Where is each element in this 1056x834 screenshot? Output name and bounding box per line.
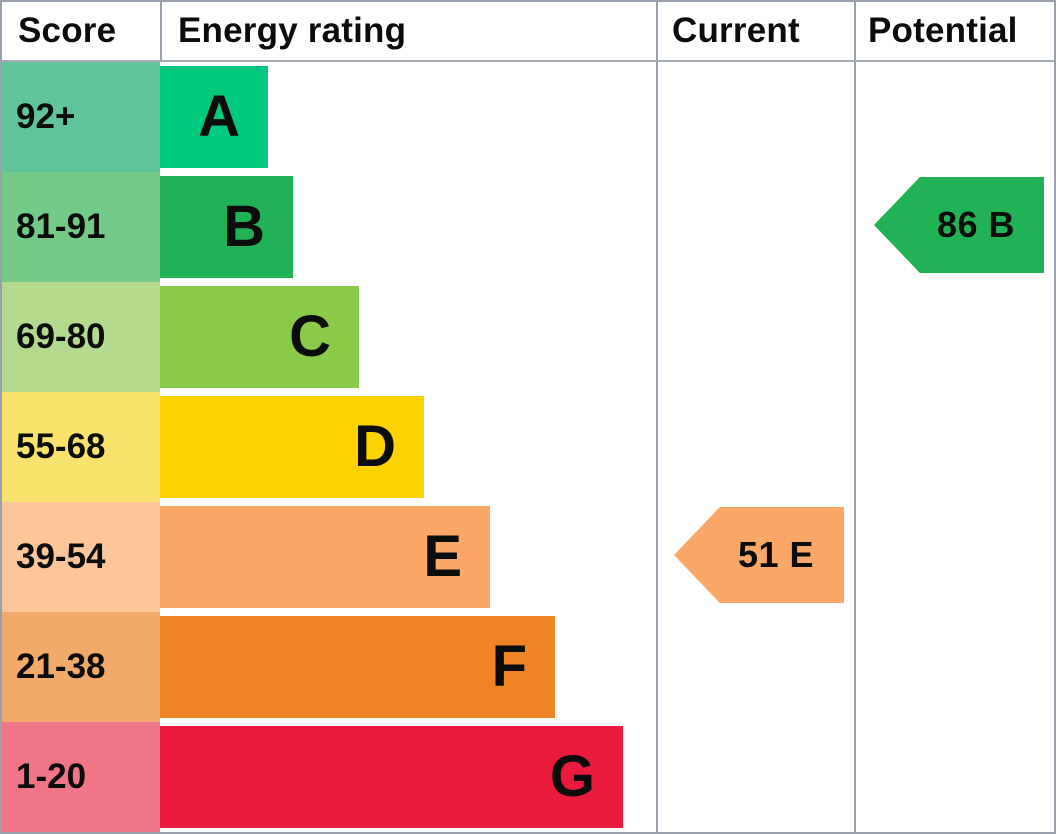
band-letter: C xyxy=(289,304,331,369)
band-score-cell: 39-54 xyxy=(2,502,160,612)
header-potential: Potential xyxy=(854,2,1054,60)
current-column-cell xyxy=(656,392,854,502)
band-bar-cell: G xyxy=(160,722,656,832)
band-score-label: 21-38 xyxy=(16,647,106,686)
header-row: Score Energy rating Current Potential xyxy=(2,2,1054,62)
band-score-cell: 1-20 xyxy=(2,722,160,832)
potential-column-cell xyxy=(854,62,1054,172)
band-letter: E xyxy=(423,524,462,589)
band-bar-cell: A xyxy=(160,62,656,172)
band-letter: G xyxy=(549,744,595,809)
band-score-cell: 21-38 xyxy=(2,612,160,722)
band-score-cell: 81-91 xyxy=(2,172,160,282)
potential-column-cell xyxy=(854,722,1054,832)
band-bar-cell: E xyxy=(160,502,656,612)
potential-column-cell xyxy=(854,502,1054,612)
band-bar-f: F xyxy=(160,616,555,718)
current-column-cell xyxy=(656,172,854,282)
current-column-cell xyxy=(656,722,854,832)
band-score-label: 55-68 xyxy=(16,427,106,466)
band-row-a: 92+ A xyxy=(2,62,1054,172)
potential-rating-label: 86 B xyxy=(936,204,1016,245)
band-row-f: 21-38 F xyxy=(2,612,1054,722)
band-row-c: 69-80 C xyxy=(2,282,1054,392)
band-letter: A xyxy=(198,84,240,149)
band-score-cell: 92+ xyxy=(2,62,160,172)
band-row-g: 1-20 G xyxy=(2,722,1054,832)
header-energy-rating: Energy rating xyxy=(160,2,656,60)
current-column-cell xyxy=(656,612,854,722)
band-score-label: 1-20 xyxy=(16,757,87,796)
band-bar-cell: C xyxy=(160,282,656,392)
potential-column-cell xyxy=(854,392,1054,502)
band-score-label: 81-91 xyxy=(16,207,106,246)
band-row-d: 55-68 D xyxy=(2,392,1054,502)
band-bar-cell: D xyxy=(160,392,656,502)
band-bar-cell: B xyxy=(160,172,656,282)
band-bar-d: D xyxy=(160,396,424,498)
band-letter: F xyxy=(491,634,527,699)
band-bar-c: C xyxy=(160,286,359,388)
band-bar-a: A xyxy=(160,66,268,168)
band-bar-b: B xyxy=(160,176,293,278)
current-column-cell: 51 E xyxy=(656,502,854,612)
band-letter: D xyxy=(354,414,396,479)
band-score-cell: 55-68 xyxy=(2,392,160,502)
current-rating-marker: 51 E xyxy=(674,507,844,603)
band-bar-cell: F xyxy=(160,612,656,722)
band-score-label: 92+ xyxy=(16,97,76,136)
potential-column-cell xyxy=(854,282,1054,392)
band-row-e: 39-54 E 51 E xyxy=(2,502,1054,612)
current-rating-label: 51 E xyxy=(737,534,815,575)
band-row-b: 81-91 B 86 B xyxy=(2,172,1054,282)
band-bar-g: G xyxy=(160,726,623,828)
band-bar-e: E xyxy=(160,506,490,608)
band-score-label: 39-54 xyxy=(16,537,106,576)
band-letter: B xyxy=(223,194,265,259)
potential-column-cell: 86 B xyxy=(854,172,1054,282)
band-score-label: 69-80 xyxy=(16,317,106,356)
current-column-cell xyxy=(656,62,854,172)
band-score-cell: 69-80 xyxy=(2,282,160,392)
potential-column-cell xyxy=(854,612,1054,722)
current-column-cell xyxy=(656,282,854,392)
header-current: Current xyxy=(656,2,854,60)
header-score: Score xyxy=(18,11,117,50)
potential-rating-marker: 86 B xyxy=(874,177,1044,273)
